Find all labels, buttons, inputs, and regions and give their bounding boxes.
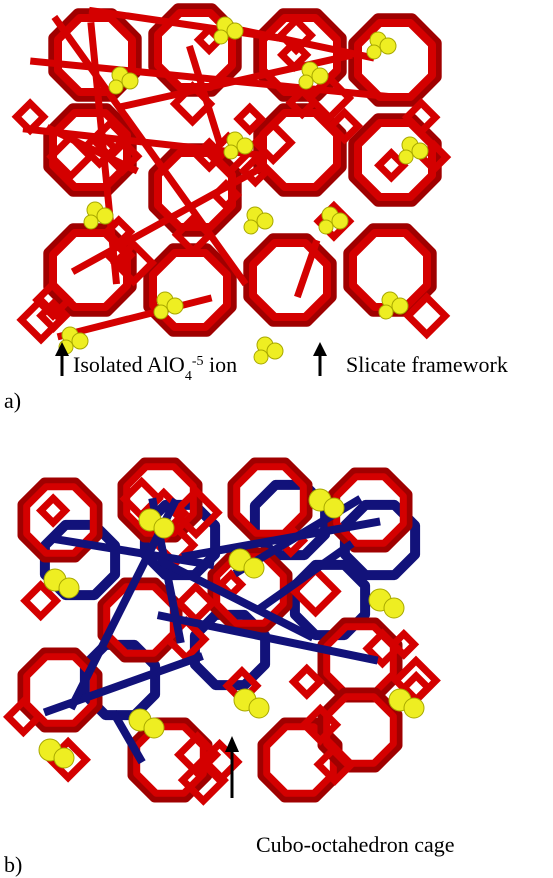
atom (154, 518, 174, 538)
atom (384, 598, 404, 618)
arrow (313, 342, 327, 376)
annotation: Isolated AlO4-5 ion (73, 352, 237, 384)
atom (237, 138, 253, 154)
atom (254, 350, 268, 364)
ring (8, 701, 39, 732)
ring (237, 467, 304, 534)
page: {"panels": [ {"label": "a)", "annotation… (0, 0, 553, 878)
panel-label: a) (4, 388, 21, 413)
ring (294, 669, 320, 695)
atom (72, 333, 88, 349)
atom (97, 208, 113, 224)
bond (44, 656, 202, 712)
arrow-head (313, 342, 327, 356)
atom (122, 73, 138, 89)
atom (167, 298, 183, 314)
panel-label: b) (4, 852, 22, 877)
subscript: 4 (185, 369, 192, 384)
atom (380, 38, 396, 54)
ring (179, 587, 212, 620)
atom (224, 145, 238, 159)
annotation-text: ion (204, 352, 238, 377)
atom (54, 748, 74, 768)
atom (399, 150, 413, 164)
atom (59, 578, 79, 598)
atom (154, 305, 168, 319)
figure: Isolated AlO4-5 ion Slicate framework a)… (0, 0, 553, 878)
atom (244, 220, 258, 234)
atom (267, 343, 283, 359)
framework-image-b (8, 463, 436, 801)
atom (244, 558, 264, 578)
ring (393, 634, 414, 655)
atom (257, 213, 273, 229)
annotation: Slicate framework (346, 352, 508, 377)
atom (324, 498, 344, 518)
atom (379, 305, 393, 319)
ring (253, 243, 327, 317)
atom (299, 75, 313, 89)
atom (144, 718, 164, 738)
atom (319, 220, 333, 234)
ring (41, 498, 65, 522)
atom (404, 698, 424, 718)
atom (332, 213, 348, 229)
atom (109, 80, 123, 94)
atom (367, 45, 381, 59)
atom (312, 68, 328, 84)
framework-image-a (17, 9, 447, 364)
superscript: -5 (192, 354, 204, 369)
atom (392, 298, 408, 314)
arrow-head (225, 736, 239, 752)
atom (227, 23, 243, 39)
atom (84, 215, 98, 229)
atom (249, 698, 269, 718)
atom (214, 30, 228, 44)
atom (412, 143, 428, 159)
ring (238, 107, 261, 130)
annotation-text: Isolated AlO (73, 352, 185, 377)
annotation: Cubo-octahedron cage (256, 832, 455, 857)
